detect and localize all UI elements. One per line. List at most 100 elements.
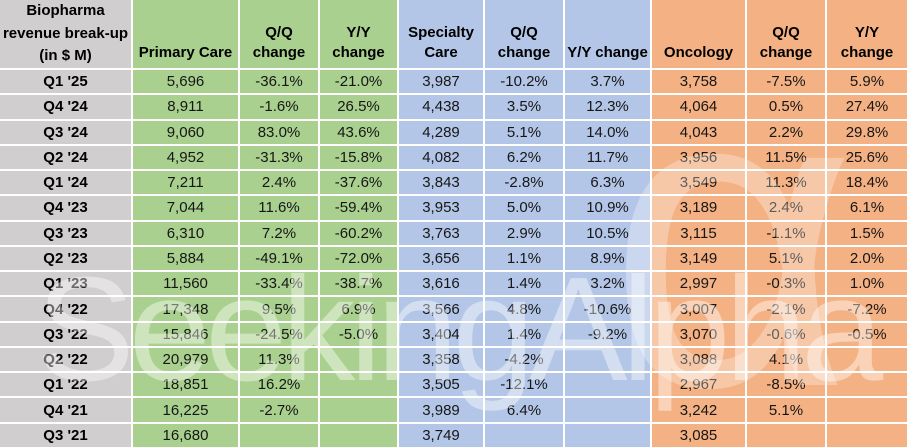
oncology-revenue: 3,085 (652, 423, 745, 447)
specialty-care-qq-change (485, 423, 563, 447)
specialty-care-qq-change: 1.4% (485, 322, 563, 346)
specialty-care-qq-change: 3.5% (485, 95, 563, 119)
primary-care-yy-change: 43.6% (320, 120, 397, 144)
primary-care-revenue: 11,560 (133, 272, 238, 296)
oncology-yy-change: 29.8% (827, 120, 907, 144)
oncology-qq-change: 2.2% (747, 120, 825, 144)
primary-care-revenue: 8,911 (133, 95, 238, 119)
primary-care-yy-change: -15.8% (320, 145, 397, 170)
specialty-care-yy-change: 11.7% (565, 145, 650, 170)
row-label-quarter: Q4 '21 (0, 398, 131, 422)
specialty-care-yy-change (565, 398, 650, 422)
specialty-care-revenue: 3,505 (399, 373, 483, 397)
oncology-revenue: 3,956 (652, 145, 745, 170)
primary-care-yy-change (320, 423, 397, 447)
table-title-line1: Biopharma (26, 2, 105, 20)
row-label-quarter: Q3 '24 (0, 120, 131, 144)
oncology-revenue: 3,088 (652, 347, 745, 372)
oncology-qq-change: 4.1% (747, 347, 825, 372)
oncology-revenue: 3,007 (652, 297, 745, 321)
oncology-revenue: 3,758 (652, 70, 745, 94)
specialty-care-qq-change: 6.4% (485, 398, 563, 422)
oncology-yy-change: 1.5% (827, 221, 907, 245)
oncology-qq-change: 0.5% (747, 95, 825, 119)
primary-care-yy-change: -5.0% (320, 322, 397, 346)
oncology-revenue: 3,242 (652, 398, 745, 422)
oncology-revenue: 3,149 (652, 246, 745, 271)
primary-care-yy-change: -59.4% (320, 196, 397, 220)
row-label-quarter: Q4 '24 (0, 95, 131, 119)
specialty-care-yy-change: 3.2% (565, 272, 650, 296)
specialty-care-revenue: 3,404 (399, 322, 483, 346)
specialty-care-qq-change: -2.8% (485, 171, 563, 195)
row-label-quarter: Q3 '21 (0, 423, 131, 447)
col-header-oncology-qq: Q/Q change (747, 0, 825, 68)
specialty-care-yy-change: 10.9% (565, 196, 650, 220)
specialty-care-qq-change: 1.1% (485, 246, 563, 271)
primary-care-yy-change: -38.7% (320, 272, 397, 296)
primary-care-yy-change: -60.2% (320, 221, 397, 245)
primary-care-yy-change (320, 373, 397, 397)
specialty-care-revenue: 3,843 (399, 171, 483, 195)
row-label-quarter: Q3 '22 (0, 322, 131, 346)
specialty-care-yy-change: 10.5% (565, 221, 650, 245)
oncology-qq-change: -0.3% (747, 272, 825, 296)
oncology-revenue: 3,189 (652, 196, 745, 220)
oncology-yy-change (827, 423, 907, 447)
specialty-care-qq-change: 1.4% (485, 272, 563, 296)
oncology-yy-change: 25.6% (827, 145, 907, 170)
specialty-care-revenue: 3,749 (399, 423, 483, 447)
primary-care-qq-change: 16.2% (240, 373, 318, 397)
primary-care-revenue: 15,846 (133, 322, 238, 346)
primary-care-revenue: 16,680 (133, 423, 238, 447)
specialty-care-revenue: 3,616 (399, 272, 483, 296)
primary-care-qq-change: -49.1% (240, 246, 318, 271)
oncology-revenue: 4,064 (652, 95, 745, 119)
primary-care-qq-change: 83.0% (240, 120, 318, 144)
specialty-care-yy-change: 12.3% (565, 95, 650, 119)
oncology-qq-change: -0.6% (747, 322, 825, 346)
primary-care-yy-change: 26.5% (320, 95, 397, 119)
oncology-yy-change (827, 347, 907, 372)
row-label-quarter: Q4 '23 (0, 196, 131, 220)
oncology-yy-change: 27.4% (827, 95, 907, 119)
specialty-care-yy-change (565, 373, 650, 397)
primary-care-revenue: 4,952 (133, 145, 238, 170)
specialty-care-yy-change: -10.6% (565, 297, 650, 321)
specialty-care-revenue: 3,953 (399, 196, 483, 220)
specialty-care-qq-change: 2.9% (485, 221, 563, 245)
primary-care-revenue: 17,348 (133, 297, 238, 321)
oncology-yy-change: 5.9% (827, 70, 907, 94)
primary-care-yy-change: -37.6% (320, 171, 397, 195)
row-label-quarter: Q3 '23 (0, 221, 131, 245)
oncology-yy-change (827, 373, 907, 397)
primary-care-qq-change: 2.4% (240, 171, 318, 195)
oncology-qq-change: -8.5% (747, 373, 825, 397)
specialty-care-yy-change: 8.9% (565, 246, 650, 271)
specialty-care-revenue: 4,289 (399, 120, 483, 144)
row-label-quarter: Q2 '23 (0, 246, 131, 271)
specialty-care-revenue: 3,656 (399, 246, 483, 271)
specialty-care-yy-change: 14.0% (565, 120, 650, 144)
oncology-yy-change: -7.2% (827, 297, 907, 321)
oncology-qq-change (747, 423, 825, 447)
specialty-care-revenue: 4,438 (399, 95, 483, 119)
row-label-quarter: Q1 '25 (0, 70, 131, 94)
primary-care-yy-change (320, 347, 397, 372)
specialty-care-revenue: 3,987 (399, 70, 483, 94)
specialty-care-qq-change: -10.2% (485, 70, 563, 94)
oncology-revenue: 4,043 (652, 120, 745, 144)
col-header-primary-care-yy: Y/Y change (320, 0, 397, 68)
oncology-yy-change: 18.4% (827, 171, 907, 195)
specialty-care-yy-change (565, 347, 650, 372)
oncology-yy-change (827, 398, 907, 422)
specialty-care-qq-change: 5.0% (485, 196, 563, 220)
specialty-care-qq-change: 5.1% (485, 120, 563, 144)
col-header-primary-care-qq: Q/Q change (240, 0, 318, 68)
specialty-care-yy-change (565, 423, 650, 447)
oncology-revenue: 2,997 (652, 272, 745, 296)
col-header-oncology: Oncology (652, 0, 745, 68)
specialty-care-yy-change: -9.2% (565, 322, 650, 346)
row-label-quarter: Q2 '24 (0, 145, 131, 170)
